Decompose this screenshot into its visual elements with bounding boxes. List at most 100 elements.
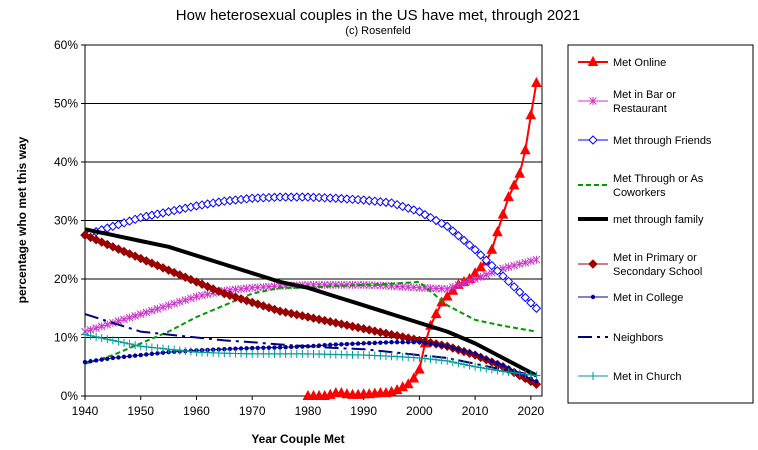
y-axis-label: percentage who met this way: [15, 136, 29, 303]
series-met-through-friends: [80, 192, 542, 313]
met-in-church-point: [448, 358, 457, 367]
met-online-point: [519, 144, 531, 155]
y-tick-label: 20%: [54, 272, 78, 286]
met-in-college-point: [534, 379, 539, 384]
legend-swatch-point: [588, 135, 598, 145]
met-in-college-point: [266, 345, 272, 350]
met-in-college-point: [389, 339, 394, 345]
legend-item-met-in-bar-or-restaurant: Met in Bar or Restaurant: [578, 89, 676, 115]
met-online-point: [336, 387, 347, 398]
met-in-bar-or-restaurant-point: [465, 276, 474, 285]
x-tick-label: 2000: [406, 404, 433, 418]
x-axis-ticks: 1940 1950 1960 1970 1980 1990 2000 2010 2020: [72, 396, 545, 418]
legend-item-met-through-family: met through family: [578, 214, 704, 226]
x-tick-label: 1990: [350, 404, 377, 418]
met-in-church-point: [92, 332, 101, 341]
met-in-college-point: [478, 354, 483, 359]
met-through-friends-point: [503, 276, 514, 287]
met-in-church-point: [471, 362, 480, 371]
series-neighbors: [84, 313, 537, 377]
met-in-church-point: [142, 342, 151, 351]
met-online-point: [414, 363, 425, 374]
met-in-college-point: [394, 339, 400, 345]
met-in-college-point: [311, 343, 316, 349]
met-in-college-point: [344, 341, 350, 347]
met-through-friends-point: [358, 195, 369, 205]
met-in-church-point: [493, 366, 502, 375]
met-through-friends-point: [475, 250, 486, 260]
met-in-bar-or-restaurant-point: [448, 282, 457, 291]
met-in-church-point: [426, 355, 435, 364]
met-in-church-point: [125, 339, 134, 348]
met-online-point: [408, 372, 420, 383]
met-in-college-point: [261, 345, 266, 350]
x-tick-label: 1950: [127, 404, 154, 418]
legend: Met Online Met in Bar or Restaurant Met thr…: [578, 55, 712, 383]
series-met-in-church: [81, 330, 541, 380]
met-through-friends-point: [470, 245, 480, 255]
legend-swatch-point: [590, 294, 596, 300]
met-in-bar-or-restaurant-point: [164, 301, 173, 310]
met-in-bar-or-restaurant-point: [120, 315, 128, 324]
x-tick-label: 1940: [72, 404, 99, 418]
legend-label: met through family: [613, 214, 704, 226]
met-in-church-point: [443, 356, 452, 365]
legend-label: Met through Friends: [613, 135, 712, 147]
met-in-bar-or-restaurant-point: [131, 311, 140, 320]
legend-swatch-point: [587, 55, 599, 66]
legend-label: Met in College: [613, 292, 683, 304]
met-online-point: [503, 191, 514, 202]
chart-subtitle: (c) Rosenfeld: [345, 25, 410, 37]
met-in-bar-or-restaurant-point: [504, 263, 513, 272]
met-in-church-point: [487, 365, 496, 374]
met-in-college-point: [227, 346, 233, 352]
met-through-friends-point: [375, 197, 386, 207]
met-in-church-point: [153, 344, 162, 353]
met-through-friends-point: [442, 221, 452, 232]
met-in-college-point: [378, 340, 383, 345]
met-in-bar-or-restaurant-point: [97, 322, 106, 331]
legend-swatch-point: [589, 372, 597, 380]
met-in-bar-or-restaurant-point: [343, 280, 351, 289]
met-in-college-point: [339, 342, 344, 347]
met-through-family-line: [84, 227, 538, 378]
met-in-bar-or-restaurant-point: [92, 324, 100, 333]
met-through-friends-point: [487, 260, 497, 271]
met-in-church-point: [159, 344, 168, 353]
met-in-bar-or-restaurant-point: [331, 280, 340, 289]
y-tick-label: 40%: [54, 155, 78, 169]
met-in-church-point: [432, 355, 441, 364]
met-in-bar-or-restaurant-point: [476, 272, 485, 281]
x-tick-label: 1970: [239, 404, 266, 418]
met-in-bar-or-restaurant-point: [510, 261, 518, 270]
legend-box: [567, 44, 754, 404]
met-in-college-point: [467, 350, 472, 355]
met-in-bar-or-restaurant-point: [142, 308, 151, 317]
met-in-church-point: [498, 367, 507, 376]
met-in-college-point: [244, 346, 249, 351]
met-in-college-point: [277, 345, 283, 350]
met-in-college-point: [456, 347, 461, 352]
met-in-college-point: [116, 355, 121, 360]
met-in-college-point: [450, 345, 456, 350]
series-group: [80, 76, 542, 400]
met-through-friends-point: [526, 298, 536, 308]
legend-swatch-point: [588, 259, 598, 269]
met-in-bar-or-restaurant-point: [527, 257, 535, 266]
met-in-church-point: [175, 346, 184, 355]
met-in-college-point: [233, 346, 238, 351]
met-in-college-point: [411, 339, 417, 345]
met-through-friends-point: [498, 271, 508, 281]
met-through-friends-point: [370, 196, 380, 206]
met-in-church-point: [164, 345, 173, 354]
series-met-in-primary-or-secondary-school: [80, 230, 542, 390]
met-in-college-point: [472, 351, 478, 357]
met-in-church-point: [415, 353, 424, 362]
met-in-bar-or-restaurant-point: [175, 297, 184, 306]
met-through-friends-point: [364, 195, 374, 206]
met-in-church-point: [120, 338, 129, 347]
met-online-point: [441, 290, 453, 301]
met-in-church-point: [504, 368, 513, 377]
series-met-in-bar-or-restaurant: [81, 255, 541, 336]
met-in-bar-or-restaurant-point: [187, 294, 195, 303]
